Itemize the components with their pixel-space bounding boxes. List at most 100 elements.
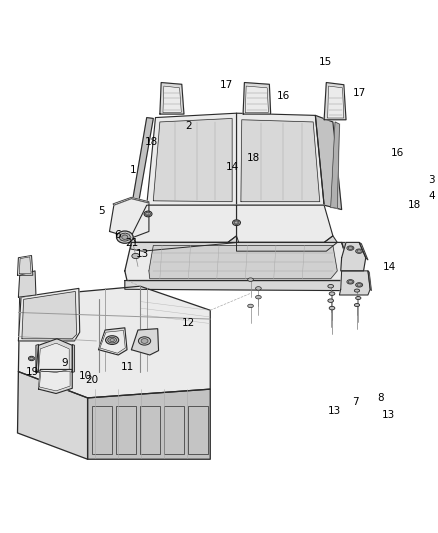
Text: 18: 18 (145, 136, 158, 147)
Polygon shape (100, 330, 125, 353)
Text: 4: 4 (428, 191, 435, 201)
Polygon shape (72, 344, 74, 373)
Polygon shape (22, 292, 77, 339)
Ellipse shape (356, 249, 363, 253)
Text: 6: 6 (114, 230, 121, 240)
Text: 17: 17 (219, 80, 233, 90)
Text: 14: 14 (382, 262, 396, 271)
Polygon shape (339, 271, 370, 295)
Polygon shape (39, 369, 72, 393)
Polygon shape (18, 271, 36, 297)
Polygon shape (237, 236, 337, 251)
Ellipse shape (138, 337, 151, 345)
Ellipse shape (233, 220, 240, 225)
Ellipse shape (108, 337, 117, 343)
Polygon shape (153, 118, 232, 201)
Ellipse shape (329, 306, 335, 310)
Bar (116, 406, 136, 454)
Ellipse shape (132, 253, 140, 259)
Ellipse shape (255, 295, 261, 299)
Ellipse shape (247, 304, 253, 308)
Text: 19: 19 (25, 367, 39, 377)
Bar (188, 406, 208, 454)
Ellipse shape (119, 233, 130, 241)
Polygon shape (131, 236, 239, 251)
Polygon shape (88, 389, 210, 459)
Polygon shape (131, 329, 159, 355)
Polygon shape (243, 83, 271, 114)
Text: 16: 16 (277, 91, 290, 101)
Polygon shape (359, 243, 368, 260)
Text: 2: 2 (185, 122, 192, 131)
Polygon shape (245, 86, 268, 112)
Ellipse shape (356, 296, 361, 300)
Polygon shape (149, 246, 337, 279)
Bar (164, 406, 184, 454)
Ellipse shape (348, 247, 353, 249)
Polygon shape (39, 343, 69, 373)
Polygon shape (163, 86, 181, 112)
Polygon shape (341, 243, 366, 271)
Polygon shape (125, 271, 354, 290)
Text: 9: 9 (61, 358, 68, 368)
Text: 21: 21 (126, 238, 139, 248)
Ellipse shape (328, 299, 334, 302)
Polygon shape (131, 118, 153, 207)
Polygon shape (36, 344, 39, 373)
Ellipse shape (357, 250, 361, 253)
Ellipse shape (234, 221, 239, 224)
Ellipse shape (106, 336, 119, 344)
Polygon shape (237, 205, 333, 243)
Text: 5: 5 (98, 206, 105, 216)
Text: 11: 11 (120, 362, 134, 372)
Text: 18: 18 (408, 200, 421, 210)
Ellipse shape (247, 278, 253, 281)
Text: 1: 1 (130, 165, 137, 175)
Ellipse shape (347, 246, 354, 251)
Polygon shape (110, 199, 149, 238)
Polygon shape (36, 339, 72, 375)
Ellipse shape (328, 285, 334, 288)
Polygon shape (99, 328, 127, 355)
Polygon shape (18, 255, 33, 275)
Ellipse shape (354, 303, 360, 306)
Polygon shape (315, 115, 342, 209)
Text: 18: 18 (247, 153, 260, 163)
Ellipse shape (255, 287, 261, 290)
Ellipse shape (122, 235, 128, 239)
Bar (92, 406, 112, 454)
Polygon shape (342, 243, 355, 282)
Ellipse shape (141, 338, 148, 343)
Polygon shape (241, 120, 320, 201)
Polygon shape (125, 243, 350, 280)
Polygon shape (131, 205, 237, 243)
Polygon shape (324, 83, 346, 120)
Text: 3: 3 (428, 175, 435, 185)
Ellipse shape (347, 280, 354, 284)
Ellipse shape (356, 282, 363, 287)
Text: 10: 10 (79, 371, 92, 381)
Text: 13: 13 (382, 410, 395, 421)
Text: 7: 7 (352, 397, 359, 407)
Ellipse shape (28, 356, 35, 361)
Polygon shape (160, 83, 184, 114)
Text: 12: 12 (182, 318, 195, 328)
Polygon shape (39, 372, 70, 391)
Ellipse shape (329, 292, 335, 295)
Bar (140, 406, 160, 454)
Text: 15: 15 (318, 56, 332, 67)
Ellipse shape (354, 289, 360, 292)
Text: 13: 13 (328, 406, 341, 416)
Text: 17: 17 (353, 88, 366, 99)
Ellipse shape (117, 231, 133, 243)
Text: 14: 14 (226, 161, 239, 172)
Ellipse shape (348, 280, 353, 283)
Ellipse shape (110, 338, 114, 342)
Ellipse shape (144, 211, 152, 217)
Text: 13: 13 (136, 249, 149, 259)
Polygon shape (237, 113, 324, 205)
Polygon shape (18, 286, 210, 398)
Polygon shape (19, 257, 31, 273)
Polygon shape (18, 372, 88, 459)
Polygon shape (328, 86, 344, 118)
